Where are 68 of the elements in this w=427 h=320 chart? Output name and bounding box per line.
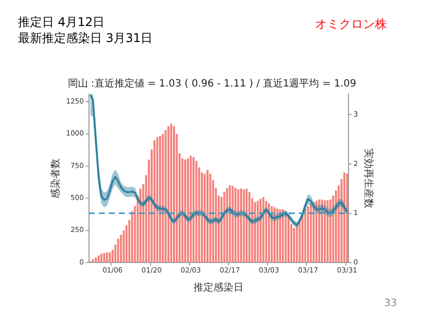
bar	[276, 208, 278, 262]
text: 33	[384, 298, 397, 309]
bar	[164, 130, 167, 262]
bar	[346, 174, 348, 262]
bar	[153, 140, 156, 262]
bar	[270, 206, 273, 262]
bar	[254, 202, 256, 262]
bar	[262, 196, 264, 262]
bar	[260, 198, 262, 262]
chart-title: 岡山 :直近推定値 = 1.03 ( 0.96 - 1.11 ) / 直近1週平均 = 1.09	[68, 78, 356, 90]
bar	[248, 192, 250, 262]
bar	[321, 200, 324, 262]
bar	[204, 174, 206, 262]
bar	[312, 202, 315, 262]
bar	[209, 174, 212, 262]
bar	[293, 228, 296, 262]
bar	[240, 188, 242, 262]
bar	[315, 200, 318, 262]
y-axis-title: 感染者数	[50, 158, 62, 198]
bar	[94, 257, 97, 262]
bar	[170, 124, 172, 262]
bar	[265, 200, 268, 262]
bar	[234, 188, 236, 262]
bar	[223, 192, 226, 262]
text: 最新推定感染日 3月31日	[18, 30, 153, 47]
bar	[279, 209, 282, 262]
y2-axis-title: 実効再生産数	[362, 148, 374, 208]
bar	[246, 188, 248, 262]
bar	[156, 137, 158, 262]
text: 推定日 4月12日	[18, 14, 105, 31]
bar	[108, 252, 111, 262]
bar	[226, 188, 228, 262]
bar	[307, 206, 310, 262]
bar	[184, 160, 186, 262]
x-axis-title: 推定感染日	[194, 282, 244, 294]
bar	[324, 200, 326, 262]
bar	[162, 134, 164, 262]
bar	[237, 189, 240, 262]
bar	[195, 160, 198, 262]
bar	[106, 252, 108, 262]
bar	[343, 172, 346, 262]
bar	[242, 189, 245, 262]
bar	[190, 156, 192, 262]
bar	[172, 126, 175, 262]
bar	[274, 207, 276, 262]
bar	[186, 158, 189, 262]
bar	[282, 209, 284, 262]
bar	[98, 256, 100, 262]
bar	[92, 259, 94, 262]
bar	[326, 200, 329, 262]
bar	[228, 185, 231, 262]
bar	[304, 208, 306, 262]
bar	[329, 200, 332, 262]
bar	[120, 234, 122, 262]
bar	[256, 200, 259, 262]
bar	[206, 170, 209, 262]
bar	[100, 254, 102, 262]
bar	[268, 203, 270, 262]
bar	[232, 186, 234, 262]
bar	[310, 203, 312, 262]
bar	[167, 126, 170, 262]
bar	[192, 157, 195, 262]
bar	[117, 238, 120, 262]
bar	[159, 136, 162, 262]
bar	[318, 200, 320, 262]
text: オミクロン株	[315, 16, 387, 33]
bar	[103, 252, 106, 262]
bar	[284, 211, 287, 262]
